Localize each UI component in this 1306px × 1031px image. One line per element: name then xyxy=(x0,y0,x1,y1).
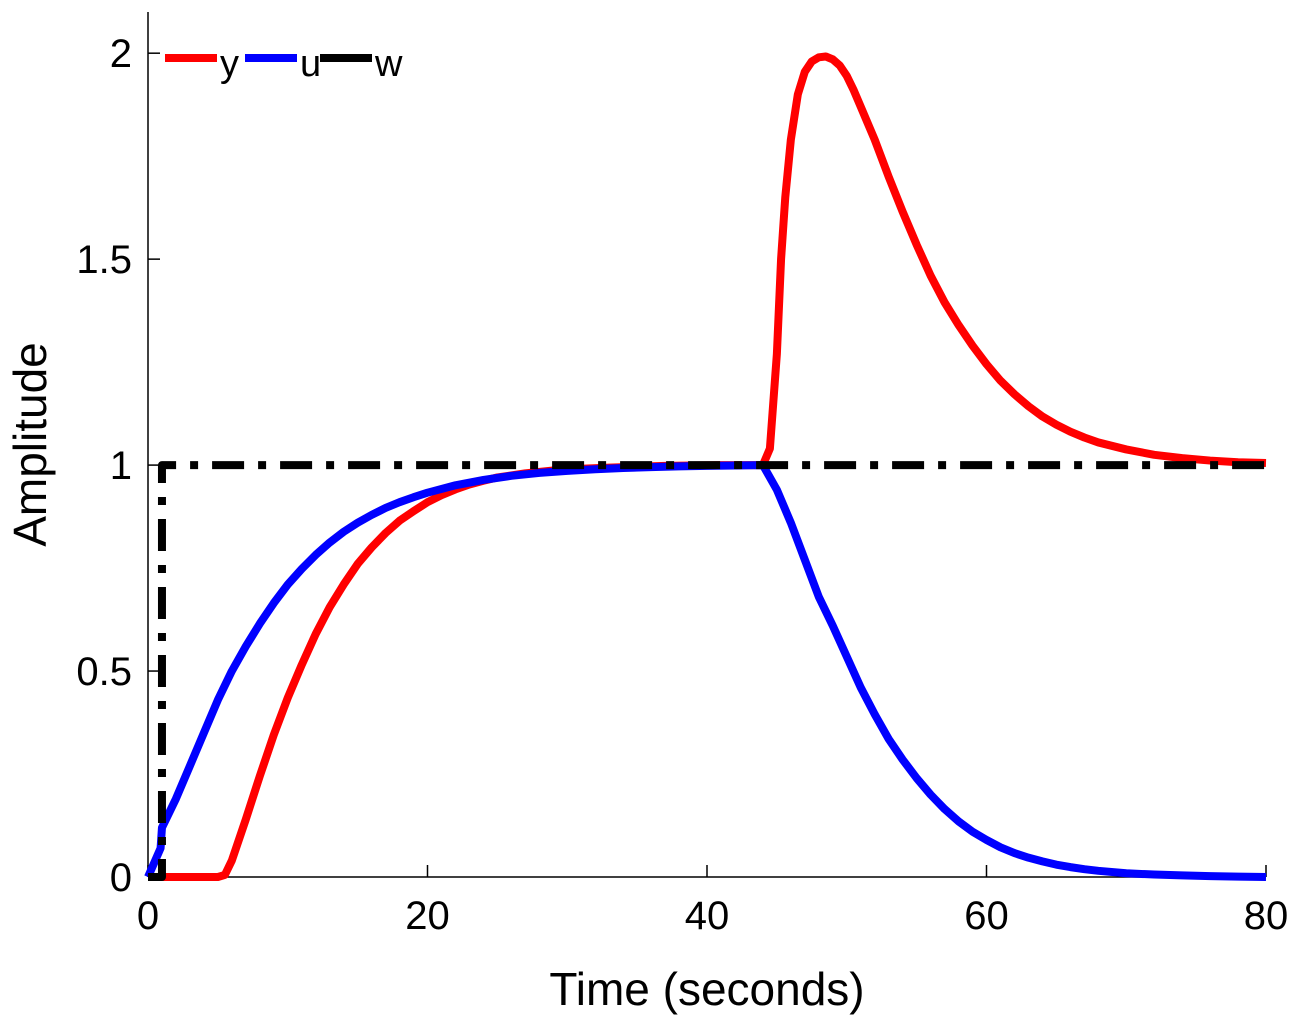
x-tick-label: 0 xyxy=(137,894,159,938)
series-line-y xyxy=(148,52,1267,881)
y-tick-label: 1 xyxy=(110,444,132,488)
x-tick-label: 20 xyxy=(405,894,450,938)
x-ticks: 0 20 40 60 80 xyxy=(137,865,1288,938)
x-tick-label: 80 xyxy=(1244,894,1289,938)
plot-area: 0 20 40 60 80 0 0.5 1 1.5 2 xyxy=(76,12,1288,938)
y-tick-label: 0.5 xyxy=(76,650,132,694)
series-line-w xyxy=(148,461,1266,881)
legend-label-u: u xyxy=(300,43,321,85)
y-tick-label: 2 xyxy=(110,32,132,76)
legend: y u w xyxy=(165,43,403,85)
y-tick-label: 1.5 xyxy=(76,238,132,282)
y-axis-title: Amplitude xyxy=(4,342,56,547)
x-tick-label: 60 xyxy=(964,894,1009,938)
series-line-u xyxy=(144,461,1267,881)
x-tick-label: 40 xyxy=(685,894,730,938)
y-tick-label: 0 xyxy=(110,856,132,900)
x-axis-title: Time (seconds) xyxy=(549,963,864,1015)
legend-label-y: y xyxy=(220,43,239,85)
legend-label-w: w xyxy=(374,43,403,85)
y-ticks: 0 0.5 1 1.5 2 xyxy=(76,32,160,900)
series-layer xyxy=(144,52,1267,881)
